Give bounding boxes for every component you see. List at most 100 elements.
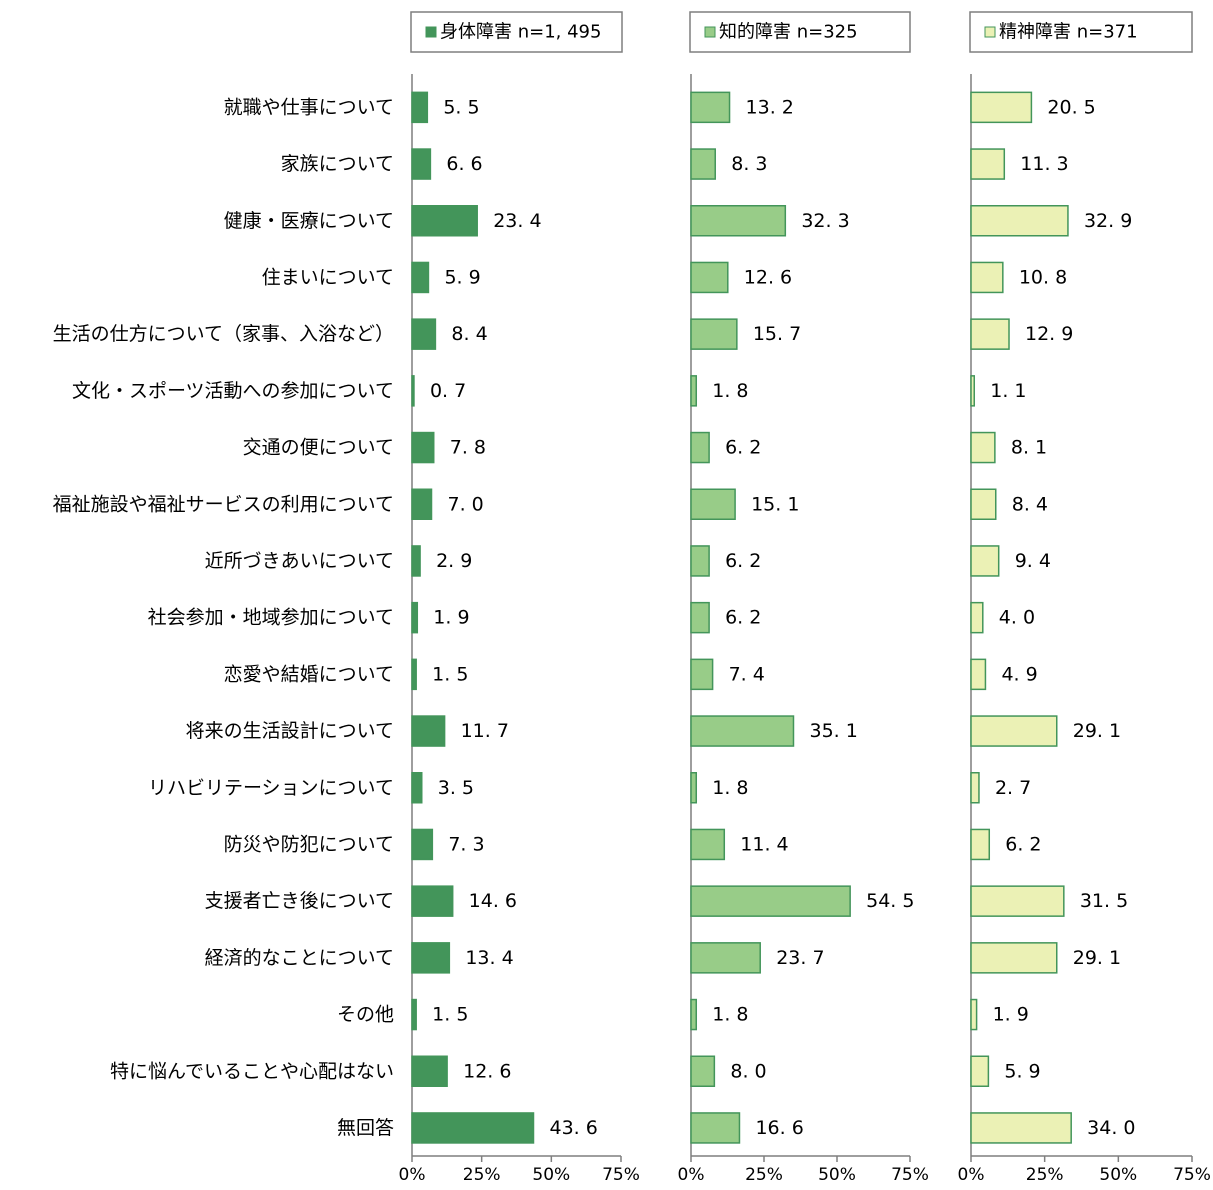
- bar: [690, 715, 795, 747]
- bar: [411, 91, 429, 124]
- x-tick-label: 75%: [891, 1165, 929, 1185]
- legend-label: 知的障害 n=325: [719, 22, 858, 43]
- data-label: 32. 9: [1084, 210, 1132, 232]
- data-label: 16. 6: [755, 1117, 803, 1139]
- legend-box: [410, 11, 623, 53]
- x-tick-label: 75%: [1173, 1165, 1211, 1185]
- legend-label: 身体障害 n=1, 495: [440, 22, 601, 43]
- data-label: 1. 8: [712, 1004, 748, 1026]
- data-label: 1. 9: [433, 607, 469, 629]
- data-label: 6. 2: [725, 550, 761, 572]
- data-label: 43. 6: [549, 1117, 597, 1139]
- category-label: 無回答: [337, 1117, 394, 1139]
- bar: [411, 601, 419, 634]
- category-label: 社会参加・地域参加について: [148, 607, 394, 629]
- data-label: 11. 4: [740, 833, 788, 855]
- x-tick-label: 25%: [463, 1165, 501, 1185]
- data-label: 54. 5: [866, 890, 914, 912]
- category-label: 生活の仕方について（家事、入浴など）: [53, 323, 394, 345]
- bar: [411, 375, 415, 407]
- bar: [690, 828, 726, 861]
- bar: [411, 942, 451, 974]
- data-label: 13. 4: [465, 947, 513, 969]
- data-label: 12. 6: [463, 1060, 511, 1082]
- data-label: 7. 3: [448, 833, 484, 855]
- bar: [411, 148, 432, 180]
- legend-box: [969, 11, 1193, 53]
- data-label: 29. 1: [1073, 947, 1121, 969]
- category-label: 支援者亡き後について: [205, 890, 394, 912]
- bar: [690, 545, 710, 577]
- data-label: 1. 1: [990, 380, 1026, 402]
- bar: [411, 1112, 535, 1144]
- bar: [690, 488, 736, 520]
- bar: [970, 148, 1006, 180]
- bar: [411, 998, 417, 1031]
- data-label: 9. 4: [1015, 550, 1051, 572]
- data-label: 15. 7: [753, 323, 801, 345]
- bar: [970, 942, 1058, 974]
- panel-1: 身体障害 n=1, 495 0% 25% 50% 75% 5. 5 6. 6 23. 4 5. …: [399, 11, 640, 1185]
- panel-3: 精神障害 n=371 0% 25% 50% 75% 20. 5 11. 3 32. 9 10. …: [958, 11, 1211, 1185]
- bar: [970, 1112, 1072, 1144]
- data-label: 8. 4: [451, 323, 487, 345]
- category-label: 近所づきあいについて: [205, 550, 394, 572]
- category-label: 福祉施設や福祉サービスの利用について: [53, 493, 394, 515]
- bar: [970, 828, 991, 861]
- data-label: 34. 0: [1087, 1117, 1135, 1139]
- bar: [970, 375, 975, 407]
- data-label: 1. 5: [432, 1004, 468, 1026]
- data-label: 6. 2: [725, 437, 761, 459]
- bar: [690, 601, 710, 634]
- data-label: 11. 7: [461, 720, 509, 742]
- category-label: 健康・医療について: [224, 210, 394, 232]
- x-tick-label: 50%: [1099, 1165, 1137, 1185]
- x-tick-label: 50%: [818, 1165, 856, 1185]
- data-label: 4. 0: [999, 607, 1035, 629]
- bar: [690, 91, 731, 124]
- data-label: 3. 5: [438, 777, 474, 799]
- x-tick-label: 25%: [1026, 1165, 1064, 1185]
- bar: [411, 885, 454, 917]
- bar: [970, 431, 996, 464]
- data-label: 23. 4: [493, 210, 541, 232]
- category-label: 交通の便について: [243, 437, 394, 459]
- bar: [970, 885, 1065, 917]
- data-label: 15. 1: [751, 493, 799, 515]
- bar: [970, 205, 1069, 237]
- data-label: 6. 6: [446, 153, 482, 175]
- data-label: 31. 5: [1080, 890, 1128, 912]
- bar: [690, 1055, 716, 1087]
- data-label: 8. 1: [1011, 437, 1047, 459]
- category-label: 住まいについて: [262, 266, 394, 288]
- bar: [690, 375, 698, 407]
- bar: [970, 772, 980, 804]
- bar: [970, 488, 997, 520]
- bar: [690, 148, 716, 180]
- data-label: 7. 8: [450, 437, 486, 459]
- category-label: 将来の生活設計について: [186, 720, 394, 742]
- bar: [411, 1055, 448, 1087]
- bar: [690, 261, 729, 294]
- legend-box: [689, 11, 911, 53]
- legend-label: 精神障害 n=371: [999, 22, 1138, 43]
- bar: [411, 545, 421, 577]
- category-label: 就職や仕事について: [224, 96, 394, 118]
- bar: [690, 942, 761, 974]
- data-label: 2. 7: [995, 777, 1031, 799]
- bar: [970, 998, 978, 1031]
- bar: [411, 318, 437, 350]
- data-label: 8. 0: [730, 1060, 766, 1082]
- bar: [411, 431, 435, 464]
- legend-swatch: [425, 26, 437, 38]
- category-label: 防災や防犯について: [224, 833, 394, 855]
- bar: [690, 658, 714, 691]
- category-label: その他: [337, 1004, 394, 1026]
- bar: [690, 998, 698, 1031]
- data-label: 5. 9: [444, 266, 480, 288]
- data-label: 1. 8: [712, 777, 748, 799]
- bar: [690, 1112, 741, 1144]
- bar: [411, 658, 417, 691]
